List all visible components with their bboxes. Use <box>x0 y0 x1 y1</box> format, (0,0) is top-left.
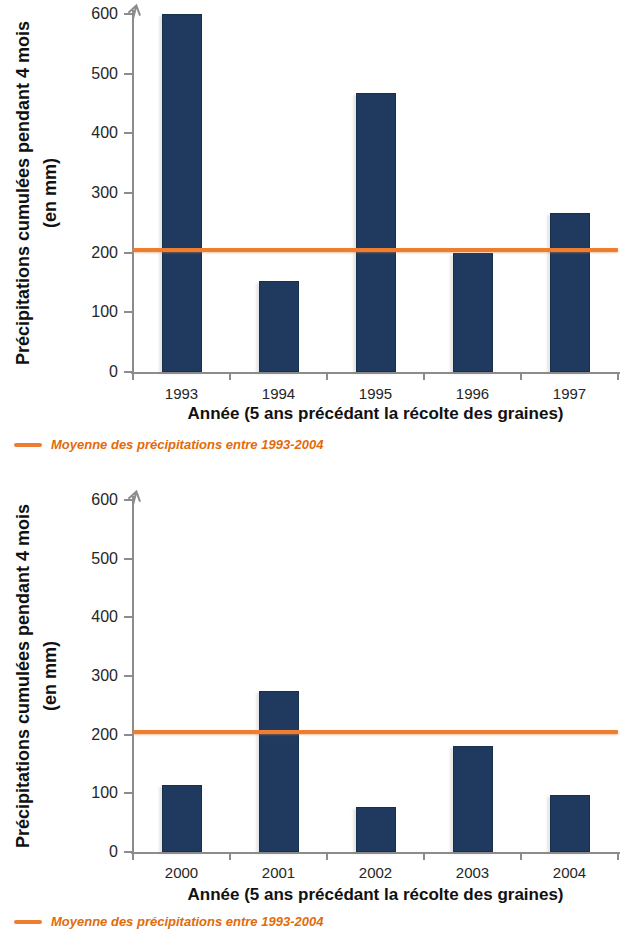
y-tick-label: 600 <box>56 4 118 24</box>
y-tick-mark <box>124 132 132 134</box>
bar-1996 <box>453 253 493 372</box>
x-tick-label: 2004 <box>521 864 618 882</box>
y-axis-title-line1: Précipitations cumulées pendant 4 mois <box>10 466 37 886</box>
bar-1994 <box>259 281 299 372</box>
y-tick-label: 300 <box>56 666 118 686</box>
x-tick-label: 2003 <box>424 864 521 882</box>
y-tick-mark <box>124 558 132 560</box>
y-axis-title-line1: Précipitations cumulées pendant 4 mois <box>10 0 37 403</box>
x-tick-label: 1997 <box>521 385 618 403</box>
x-tick-mark <box>520 854 522 860</box>
x-tick-mark <box>132 854 134 860</box>
legend: Moyenne des précipitations entre 1993-20… <box>14 914 323 929</box>
x-axis-title: Année (5 ans précédant la récolte des gr… <box>131 885 620 905</box>
x-tick-mark <box>229 854 231 860</box>
x-tick-label: 2001 <box>230 864 327 882</box>
y-tick-label: 0 <box>56 842 118 862</box>
legend-label: Moyenne des précipitations entre 1993-20… <box>51 437 323 452</box>
y-axis-line <box>132 10 134 372</box>
y-tick-mark <box>124 73 132 75</box>
y-tick-label: 600 <box>56 490 118 510</box>
bar-1995 <box>356 93 396 372</box>
x-tick-label: 2002 <box>327 864 424 882</box>
x-axis-title: Année (5 ans précédant la récolte des gr… <box>131 404 620 424</box>
x-tick-label: 2000 <box>133 864 230 882</box>
bar-1997 <box>550 213 590 372</box>
y-axis-arrow-icon <box>122 485 148 508</box>
x-tick-label: 1995 <box>327 385 424 403</box>
y-tick-label: 100 <box>56 302 118 322</box>
y-axis-line <box>132 496 134 852</box>
x-tick-mark <box>423 374 425 380</box>
x-tick-mark <box>326 374 328 380</box>
bar-2004 <box>550 795 590 852</box>
y-tick-label: 200 <box>56 725 118 745</box>
x-tick-label: 1994 <box>230 385 327 403</box>
bar-2000 <box>162 785 202 852</box>
y-tick-label: 500 <box>56 549 118 569</box>
x-tick-mark <box>617 374 619 380</box>
bar-2002 <box>356 807 396 852</box>
y-tick-mark <box>124 675 132 677</box>
mean-precipitation-line <box>133 730 618 734</box>
y-tick-mark <box>124 792 132 794</box>
x-tick-label: 1993 <box>133 385 230 403</box>
mean-line-legend-swatch-icon <box>14 443 42 447</box>
page: Précipitations cumulées pendant 4 mois (… <box>0 0 632 935</box>
y-tick-label: 0 <box>56 362 118 382</box>
precipitation-chart-1993-1997: Précipitations cumulées pendant 4 mois (… <box>0 0 632 467</box>
legend: Moyenne des précipitations entre 1993-20… <box>14 437 323 452</box>
legend-label: Moyenne des précipitations entre 1993-20… <box>51 914 323 929</box>
mean-precipitation-line <box>133 248 618 252</box>
y-tick-label: 100 <box>56 783 118 803</box>
x-tick-mark <box>520 374 522 380</box>
y-tick-label: 300 <box>56 183 118 203</box>
x-tick-mark <box>229 374 231 380</box>
x-tick-label: 1996 <box>424 385 521 403</box>
x-tick-mark <box>617 854 619 860</box>
y-tick-label: 400 <box>56 607 118 627</box>
bar-2003 <box>453 746 493 852</box>
y-tick-mark <box>124 311 132 313</box>
mean-line-legend-swatch-icon <box>14 920 42 924</box>
x-tick-mark <box>132 374 134 380</box>
y-tick-mark <box>124 192 132 194</box>
bar-1993 <box>162 14 202 372</box>
y-tick-label: 200 <box>56 243 118 263</box>
y-tick-mark <box>124 252 132 254</box>
y-tick-mark <box>124 616 132 618</box>
y-tick-mark <box>124 734 132 736</box>
bar-2001 <box>259 691 299 852</box>
precipitation-chart-2000-2004: Précipitations cumulées pendant 4 mois (… <box>0 467 632 935</box>
y-axis-arrow-icon <box>122 0 148 22</box>
x-axis-line <box>131 372 620 374</box>
x-axis-line <box>131 852 620 854</box>
x-tick-mark <box>423 854 425 860</box>
x-tick-mark <box>326 854 328 860</box>
y-tick-label: 400 <box>56 123 118 143</box>
y-tick-label: 500 <box>56 64 118 84</box>
